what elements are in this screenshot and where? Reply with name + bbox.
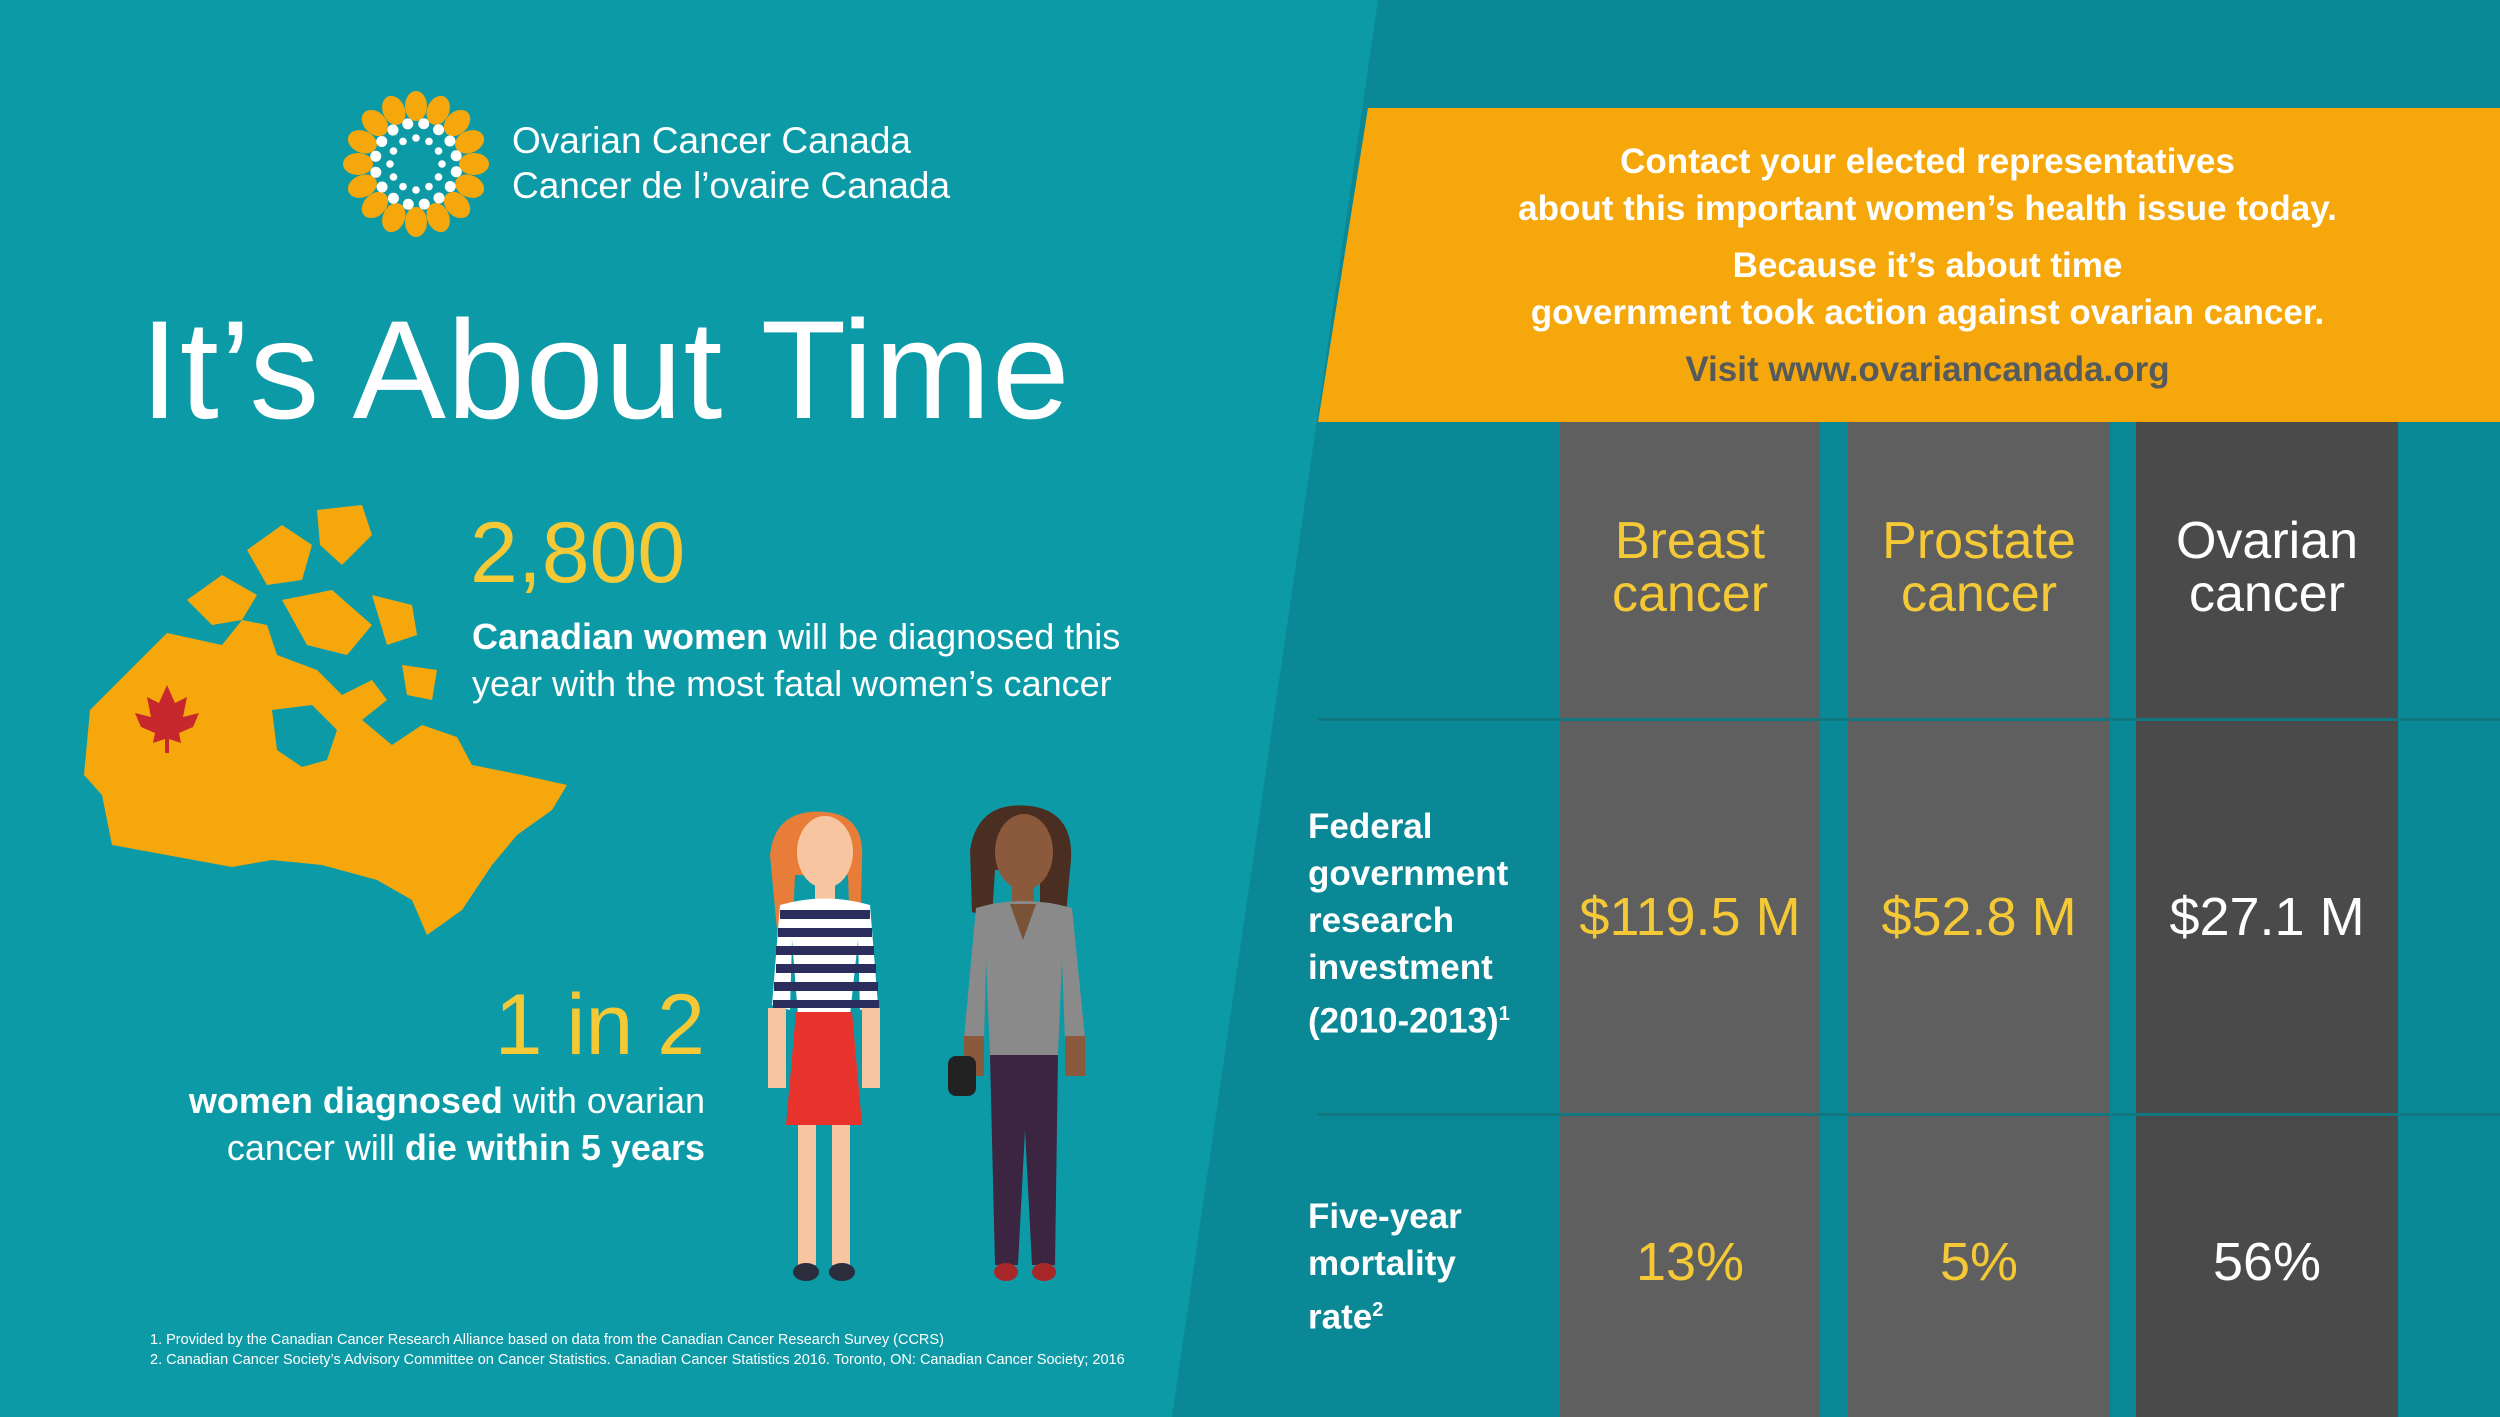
stat-number-diagnosed: 2,800 bbox=[470, 505, 686, 601]
cell-ovarian-investment: $27.1 M bbox=[2169, 887, 2365, 947]
canada-map-icon bbox=[84, 505, 567, 935]
cta-line-4: government took action against ovarian c… bbox=[1530, 293, 2325, 332]
column-header-breast: Breast cancer bbox=[1611, 512, 1769, 623]
column-header-prostate: Prostate cancer bbox=[1882, 512, 2076, 623]
logo-name-english: Ovarian Cancer Canada bbox=[512, 120, 911, 161]
stat-description-mortality: women diagnosed with ovarian cancer will… bbox=[100, 1077, 705, 1171]
website-link[interactable]: Visit www.ovariancanada.org bbox=[1685, 350, 2170, 389]
call-to-action-text: Contact your elected representatives abo… bbox=[1420, 138, 2435, 393]
woman-right-icon bbox=[948, 805, 1085, 1281]
footnotes: 1. Provided by the Canadian Cancer Resea… bbox=[150, 1330, 1125, 1370]
column-header-ovarian: Ovarian cancer bbox=[2175, 512, 2359, 623]
stat2-bold1: women diagnosed bbox=[188, 1080, 503, 1121]
column-ovarian-background bbox=[2136, 422, 2398, 1417]
stat1-bold: Canadian women bbox=[472, 616, 769, 657]
column-breast-background bbox=[1560, 422, 1820, 1417]
column-prostate-background bbox=[1848, 422, 2110, 1417]
table-row-divider bbox=[1318, 1113, 2500, 1116]
cell-ovarian-mortality: 56% bbox=[2212, 1232, 2322, 1292]
table-row-divider bbox=[1318, 718, 2500, 721]
woman-left-icon bbox=[768, 811, 880, 1281]
sunflower-logo-icon bbox=[343, 91, 489, 237]
stat-number-mortality: 1 in 2 bbox=[494, 977, 705, 1073]
footnote-1: 1. Provided by the Canadian Cancer Resea… bbox=[150, 1332, 944, 1348]
cell-breast-investment: $119.5 M bbox=[1579, 887, 1801, 947]
cta-line-3: Because it’s about time bbox=[1732, 246, 2123, 285]
call-to-action-box bbox=[1318, 108, 2500, 422]
cell-breast-mortality: 13% bbox=[1635, 1232, 1745, 1292]
two-women-illustration bbox=[768, 805, 1085, 1281]
stat2-bold2: die within 5 years bbox=[404, 1127, 705, 1168]
stat1-line1: will be diagnosed this bbox=[768, 616, 1121, 657]
stat1-line2: year with the most fatal women’s cancer bbox=[472, 663, 1112, 704]
cell-prostate-mortality: 5% bbox=[1939, 1232, 2019, 1292]
maple-leaf-icon bbox=[135, 685, 199, 753]
logo-name-french: Cancer de l’ovaire Canada bbox=[512, 165, 951, 206]
cell-prostate-investment: $52.8 M bbox=[1881, 887, 2077, 947]
footnote-2: 2. Canadian Cancer Society’s Advisory Co… bbox=[150, 1352, 1125, 1368]
stat2-line1: with ovarian bbox=[502, 1080, 705, 1121]
stat2-line2: cancer will bbox=[226, 1127, 405, 1168]
row-label-mortality-rate: Five-year mortality rate2 bbox=[1308, 1197, 1462, 1337]
page-title: It’s About Time bbox=[140, 291, 1071, 448]
cta-line-2: about this important women’s health issu… bbox=[1518, 189, 2337, 228]
cta-line-1: Contact your elected representatives bbox=[1620, 142, 2235, 181]
stat-description-diagnosed: Canadian women will be diagnosed this ye… bbox=[472, 613, 1192, 707]
row-label-research-investment: Federal government research investment (… bbox=[1308, 807, 1510, 1041]
